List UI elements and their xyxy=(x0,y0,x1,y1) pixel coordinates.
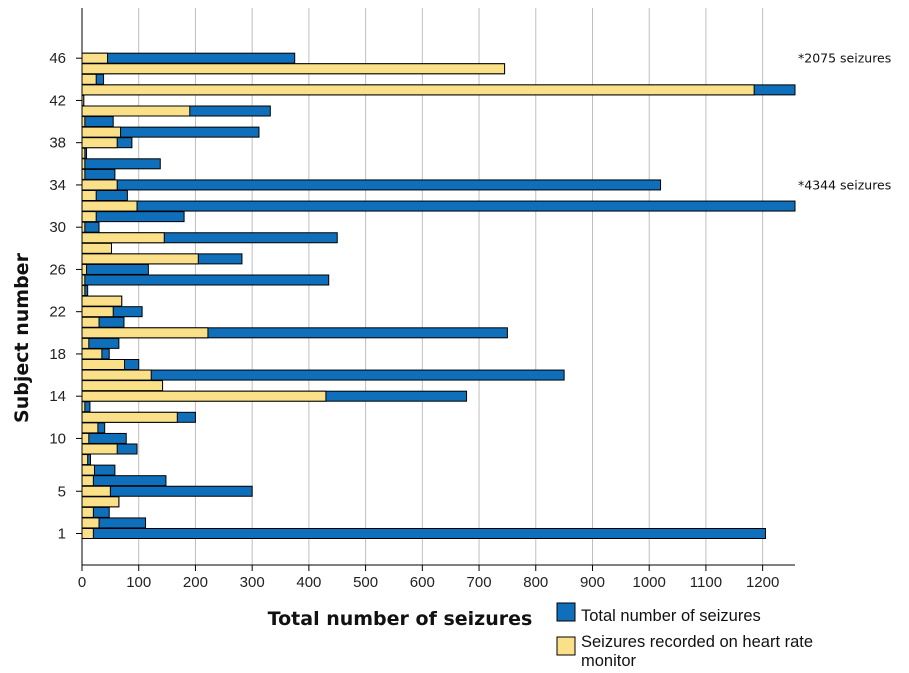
bar-hrm-subject-44 xyxy=(81,73,97,85)
annotations: *4344 seizures *2075 seizures xyxy=(798,51,891,193)
y-tick-label: 22 xyxy=(49,304,66,321)
y-tick-label: 5 xyxy=(58,483,66,500)
bar-hrm-subject-15 xyxy=(81,380,164,392)
bar-total-subject-26 xyxy=(81,263,149,275)
x-axis-title: Total number of seizures xyxy=(268,608,533,630)
bar-hrm-subject-46 xyxy=(81,52,109,64)
bar-hrm-subject-45 xyxy=(81,63,506,75)
y-tick-label: 10 xyxy=(49,430,66,447)
bar-total-subject-6 xyxy=(81,475,167,487)
bar-hrm-subject-43 xyxy=(81,84,755,96)
legend-label-hrm: Seizures recorded on heart rate monitor xyxy=(581,633,813,670)
bar-total-subject-46 xyxy=(81,52,296,64)
y-tick-label: 42 xyxy=(49,92,66,109)
bar-total-subject-16 xyxy=(81,369,565,381)
y-tick-label: 1 xyxy=(58,526,66,543)
x-tick-label: 900 xyxy=(580,574,605,591)
bar-hrm-subject-18 xyxy=(81,348,103,360)
x-tick-label: 200 xyxy=(183,574,208,591)
bar-hrm-subject-33 xyxy=(81,190,97,201)
bar-total-subject-36 xyxy=(81,158,161,170)
bar-hrm-subject-41 xyxy=(81,105,191,117)
x-tick-label: 1200 xyxy=(746,574,779,591)
bar-total-subject-32 xyxy=(81,200,796,212)
gridlines xyxy=(138,8,764,565)
bar-hrm-subject-11 xyxy=(81,422,99,434)
series-total-bars xyxy=(81,52,796,539)
legend-swatch-total xyxy=(556,602,576,622)
bar-hrm-subject-27 xyxy=(81,253,199,265)
bar-hrm-subject-26 xyxy=(81,263,88,275)
bar-hrm-subject-14 xyxy=(81,390,327,402)
x-tick-label: 100 xyxy=(126,574,151,591)
x-tick-label: 600 xyxy=(410,574,435,591)
truncated-bar-annotation: *4344 seizures xyxy=(798,177,891,192)
bar-hrm-subject-20 xyxy=(81,327,209,339)
bar-hrm-subject-34 xyxy=(81,179,118,191)
bar-hrm-subject-21 xyxy=(81,316,100,328)
y-tick-label: 46 xyxy=(49,50,66,67)
series-hrm-bars xyxy=(81,52,755,539)
y-tick-label: 14 xyxy=(49,388,66,405)
legend-swatch-hrm xyxy=(556,636,576,656)
bar-hrm-subject-4 xyxy=(81,496,120,508)
bar-hrm-subject-32 xyxy=(81,200,138,212)
y-tick-label: 38 xyxy=(49,135,66,152)
x-tick-label: 500 xyxy=(353,574,378,591)
bar-total-subject-34 xyxy=(81,179,662,191)
y-tick-label: 18 xyxy=(49,346,66,363)
bar-hrm-subject-5 xyxy=(81,485,111,497)
bar-hrm-subject-3 xyxy=(81,506,94,518)
bar-hrm-subject-29 xyxy=(81,232,165,244)
legend-label-total: Total number of seizures xyxy=(581,607,761,625)
x-tick-label: 300 xyxy=(240,574,265,591)
bar-hrm-subject-6 xyxy=(81,475,94,487)
x-tick-label: 1100 xyxy=(690,574,722,591)
y-axis-title: Subject number xyxy=(11,252,33,423)
bar-hrm-subject-19 xyxy=(81,337,90,349)
bar-total-subject-1 xyxy=(81,528,766,539)
bar-hrm-subject-17 xyxy=(81,359,126,370)
y-tick-label: 30 xyxy=(49,219,66,236)
bar-total-subject-31 xyxy=(81,211,185,223)
bar-hrm-subject-8 xyxy=(81,454,89,466)
bar-hrm-subject-2 xyxy=(81,517,100,529)
y-tick-label: 34 xyxy=(49,177,66,194)
x-tick-label: 700 xyxy=(467,574,492,591)
bar-hrm-subject-39 xyxy=(81,126,122,138)
bar-hrm-subject-38 xyxy=(81,137,118,149)
x-tick-label: 800 xyxy=(523,574,548,591)
bar-hrm-subject-31 xyxy=(81,211,97,223)
x-axis-ticks: 0 100 200 300 400 500 600 700 800 900 1000 1100 1200 xyxy=(78,565,779,591)
bar-hrm-subject-7 xyxy=(81,464,95,476)
y-tick-label: 26 xyxy=(49,261,66,278)
bar-hrm-subject-23 xyxy=(81,295,123,307)
bar-total-subject-25 xyxy=(81,274,330,286)
bar-hrm-subject-22 xyxy=(81,306,114,318)
bar-total-subject-40 xyxy=(81,116,114,128)
bar-hrm-subject-1 xyxy=(81,528,94,539)
legend: Total number of seizures Seizures record… xyxy=(556,602,813,670)
x-tick-label: 0 xyxy=(78,574,86,591)
x-tick-label: 1000 xyxy=(633,574,666,591)
bar-hrm-subject-12 xyxy=(81,411,178,423)
y-axis-ticks: 1 5 10 14 18 22 26 30 34 38 42 46 xyxy=(49,50,82,543)
bar-hrm-subject-16 xyxy=(81,369,152,381)
truncated-bar-annotation: *2075 seizures xyxy=(798,51,891,66)
bar-hrm-subject-10 xyxy=(81,432,90,444)
bar-hrm-subject-28 xyxy=(81,242,112,254)
bar-hrm-subject-9 xyxy=(81,443,118,455)
x-tick-label: 400 xyxy=(296,574,321,591)
bar-total-subject-35 xyxy=(81,168,116,180)
